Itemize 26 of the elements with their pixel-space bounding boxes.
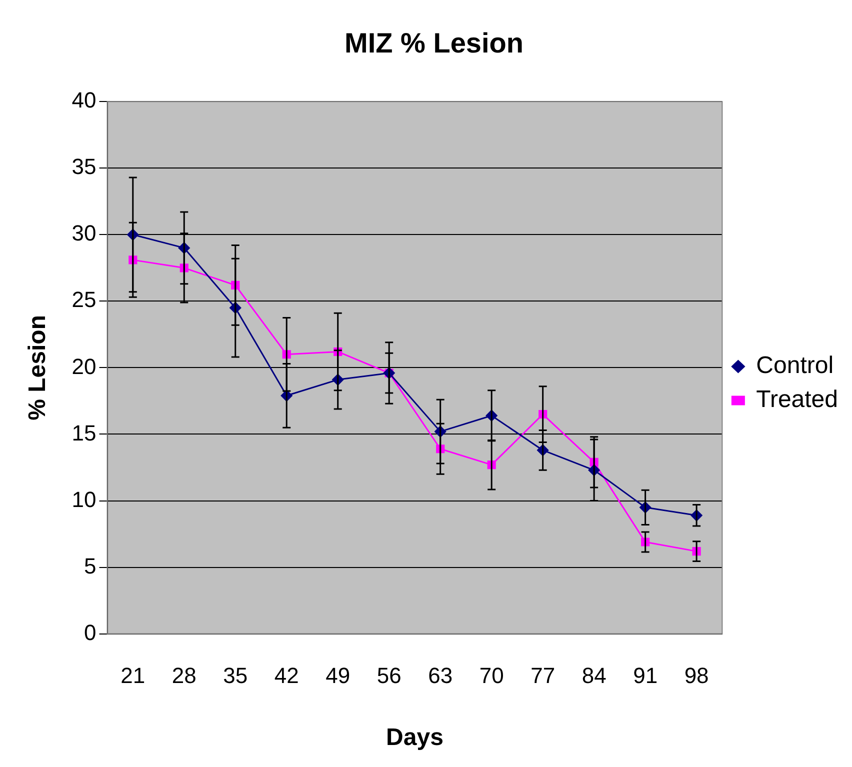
x-tick-label: 21 [120, 663, 146, 688]
y-tick-label: 10 [72, 486, 96, 512]
legend-label: Control [756, 352, 834, 380]
y-tick-label: 25 [72, 287, 96, 312]
y-tick-label: 40 [72, 88, 96, 113]
x-tick-label: 49 [326, 663, 350, 688]
chart-title: MIZ % Lesion [344, 28, 524, 59]
y-axis-title: % Lesion [24, 315, 52, 420]
x-tick-label: 42 [274, 663, 299, 688]
y-tick-label: 15 [72, 420, 96, 446]
y-tick-label: 0 [84, 620, 96, 645]
x-tick-label: 70 [479, 663, 504, 688]
x-tick-label: 35 [223, 663, 248, 688]
x-tick-label: 56 [376, 663, 402, 688]
x-axis-title: Days [386, 724, 444, 752]
y-tick-label: 30 [72, 220, 96, 246]
legend-label: Treated [756, 386, 838, 414]
x-tick-label: 28 [172, 663, 196, 688]
x-tick-label: 91 [633, 663, 658, 688]
x-tick-label: 77 [530, 663, 556, 688]
y-tick-label: 5 [84, 553, 96, 578]
y-tick-label: 35 [72, 154, 96, 180]
x-tick-label: 98 [684, 663, 709, 688]
x-tick-label: 63 [428, 663, 453, 688]
y-tick-label: 20 [72, 354, 96, 379]
x-tick-label: 84 [582, 663, 606, 688]
